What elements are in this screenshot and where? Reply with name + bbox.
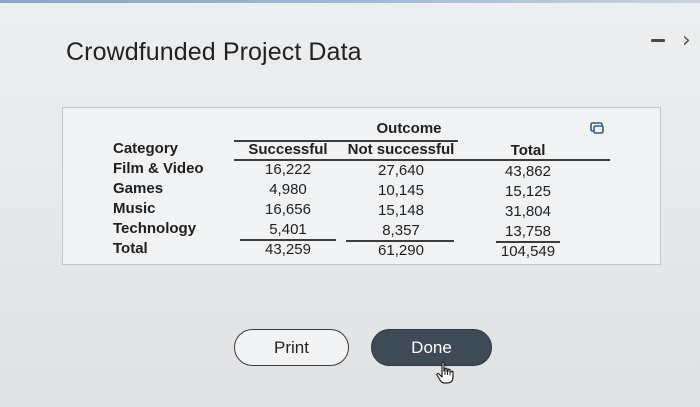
table-cell-total: 13,758 (505, 223, 551, 240)
subtotal-rule-successful (240, 239, 336, 241)
table-cell-successful: 5,401 (269, 221, 307, 238)
hand-pointer-cursor-icon (436, 361, 454, 384)
data-table-panel (62, 107, 661, 265)
table-row-category: Film & Video (113, 160, 204, 177)
header-category: Category (113, 140, 179, 157)
column-header-rule (234, 159, 610, 161)
table-cell-successful: 16,222 (265, 161, 311, 178)
outcome-header-rule (234, 140, 458, 142)
table-cell-total: 104,549 (500, 243, 556, 260)
header-not-successful: Not successful (347, 141, 455, 158)
table-cell-not-successful: 10,145 (378, 182, 424, 199)
subtotal-rule-total (496, 241, 560, 243)
table-cell-successful: 4,980 (269, 181, 307, 198)
table-row-category: Music (113, 200, 156, 217)
outcome-group-header: Outcome (376, 120, 442, 137)
print-button[interactable]: Print (234, 329, 349, 366)
table-cell-total: 43,862 (505, 163, 551, 180)
minimize-icon[interactable] (651, 39, 665, 42)
top-border (0, 0, 700, 3)
table-cell-not-successful: 61,290 (378, 242, 424, 259)
table-cell-not-successful: 15,148 (378, 202, 424, 219)
table-row-category: Total (113, 240, 148, 257)
table-cell-total: 31,804 (505, 203, 551, 220)
chevron-right-icon[interactable]: › (682, 28, 691, 53)
page-title: Crowdfunded Project Data (66, 38, 362, 66)
header-total: Total (510, 142, 546, 159)
table-cell-successful: 16,656 (265, 201, 311, 218)
table-cell-not-successful: 8,357 (382, 222, 420, 239)
table-cell-not-successful: 27,640 (378, 162, 424, 179)
header-successful: Successful (248, 141, 328, 158)
table-cell-successful: 43,259 (265, 241, 311, 258)
subtotal-rule-not-successful (346, 240, 454, 242)
done-button[interactable]: Done (371, 329, 492, 366)
table-row-category: Technology (113, 220, 197, 237)
table-row-category: Games (113, 180, 164, 197)
copy-icon[interactable] (590, 122, 604, 134)
table-cell-total: 15,125 (505, 183, 551, 200)
